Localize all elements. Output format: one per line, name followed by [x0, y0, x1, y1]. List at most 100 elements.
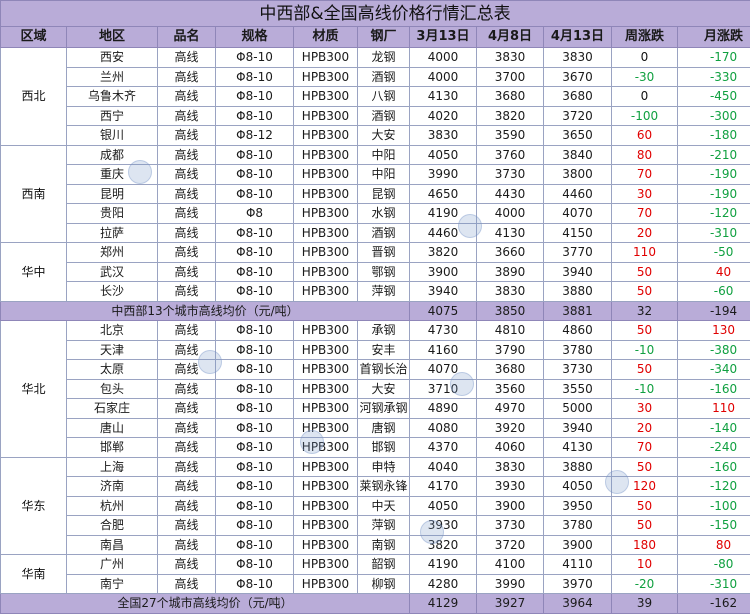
price-apr13: 3650 — [544, 126, 612, 146]
price-mar13: 3990 — [410, 165, 477, 185]
spec: Φ8-12 — [216, 126, 294, 146]
mill: 承钢 — [358, 321, 410, 341]
product: 高线 — [158, 555, 216, 575]
city: 昆明 — [67, 184, 158, 204]
spec: Φ8-10 — [216, 223, 294, 243]
spec: Φ8-10 — [216, 418, 294, 438]
price-apr8: 3680 — [477, 360, 544, 380]
spec: Φ8-10 — [216, 516, 294, 536]
weekly-change: 80 — [612, 145, 678, 165]
material: HPB300 — [294, 516, 358, 536]
weekly-change: 60 — [612, 126, 678, 146]
price-apr13: 3800 — [544, 165, 612, 185]
mill: 八钢 — [358, 87, 410, 107]
region-cell: 华南 — [1, 555, 67, 594]
weekly-change: 50 — [612, 282, 678, 302]
city: 长沙 — [67, 282, 158, 302]
avg-monthly-change: -194 — [678, 301, 750, 321]
mill: 鄂钢 — [358, 262, 410, 282]
city: 包头 — [67, 379, 158, 399]
watermark-logo — [128, 160, 152, 184]
mill: 大安 — [358, 379, 410, 399]
header-monthly-change: 月涨跌 — [678, 27, 750, 48]
price-mar13: 4730 — [410, 321, 477, 341]
city: 南昌 — [67, 535, 158, 555]
spec: Φ8 — [216, 204, 294, 224]
price-mar13: 4080 — [410, 418, 477, 438]
city: 贵阳 — [67, 204, 158, 224]
mill: 萍钢 — [358, 282, 410, 302]
price-apr13: 3720 — [544, 106, 612, 126]
price-mar13: 4000 — [410, 67, 477, 87]
city: 天津 — [67, 340, 158, 360]
material: HPB300 — [294, 282, 358, 302]
avg-monthly-change: -162 — [678, 594, 750, 614]
weekly-change: 70 — [612, 204, 678, 224]
material: HPB300 — [294, 457, 358, 477]
header-row: 区域 地区 品名 规格 材质 钢厂 3月13日 4月8日 4月13日 周涨跌 月… — [1, 27, 750, 48]
weekly-change: 30 — [612, 399, 678, 419]
region-cell: 华北 — [1, 321, 67, 458]
price-apr8: 3930 — [477, 477, 544, 497]
product: 高线 — [158, 223, 216, 243]
weekly-change: 70 — [612, 438, 678, 458]
price-mar13: 4050 — [410, 145, 477, 165]
monthly-change: -240 — [678, 438, 750, 458]
price-mar13: 3820 — [410, 535, 477, 555]
price-mar13: 4190 — [410, 555, 477, 575]
price-apr13: 3880 — [544, 282, 612, 302]
price-apr8: 3830 — [477, 48, 544, 68]
city: 北京 — [67, 321, 158, 341]
price-mar13: 4130 — [410, 87, 477, 107]
price-apr13: 3780 — [544, 340, 612, 360]
spec: Φ8-10 — [216, 496, 294, 516]
spec: Φ8-10 — [216, 574, 294, 594]
price-apr8: 4000 — [477, 204, 544, 224]
header-spec: 规格 — [216, 27, 294, 48]
city: 杭州 — [67, 496, 158, 516]
price-apr13: 3900 — [544, 535, 612, 555]
product: 高线 — [158, 204, 216, 224]
material: HPB300 — [294, 223, 358, 243]
price-apr13: 4860 — [544, 321, 612, 341]
material: HPB300 — [294, 574, 358, 594]
weekly-change: 0 — [612, 87, 678, 107]
price-apr8: 3900 — [477, 496, 544, 516]
material: HPB300 — [294, 106, 358, 126]
spec: Φ8-10 — [216, 535, 294, 555]
header-material: 材质 — [294, 27, 358, 48]
price-apr8: 3730 — [477, 516, 544, 536]
monthly-change: -150 — [678, 516, 750, 536]
avg-weekly-change: 39 — [612, 594, 678, 614]
avg-apr8: 3850 — [477, 301, 544, 321]
weekly-change: 20 — [612, 418, 678, 438]
monthly-change: -300 — [678, 106, 750, 126]
avg-apr13: 3881 — [544, 301, 612, 321]
product: 高线 — [158, 535, 216, 555]
material: HPB300 — [294, 360, 358, 380]
spec: Φ8-10 — [216, 360, 294, 380]
material: HPB300 — [294, 340, 358, 360]
mill: 安丰 — [358, 340, 410, 360]
price-apr13: 3730 — [544, 360, 612, 380]
monthly-change: 110 — [678, 399, 750, 419]
monthly-change: -330 — [678, 67, 750, 87]
price-mar13: 3830 — [410, 126, 477, 146]
price-apr13: 3880 — [544, 457, 612, 477]
price-apr13: 3830 — [544, 48, 612, 68]
price-apr13: 3940 — [544, 262, 612, 282]
monthly-change: 40 — [678, 262, 750, 282]
mill: 中阳 — [358, 165, 410, 185]
